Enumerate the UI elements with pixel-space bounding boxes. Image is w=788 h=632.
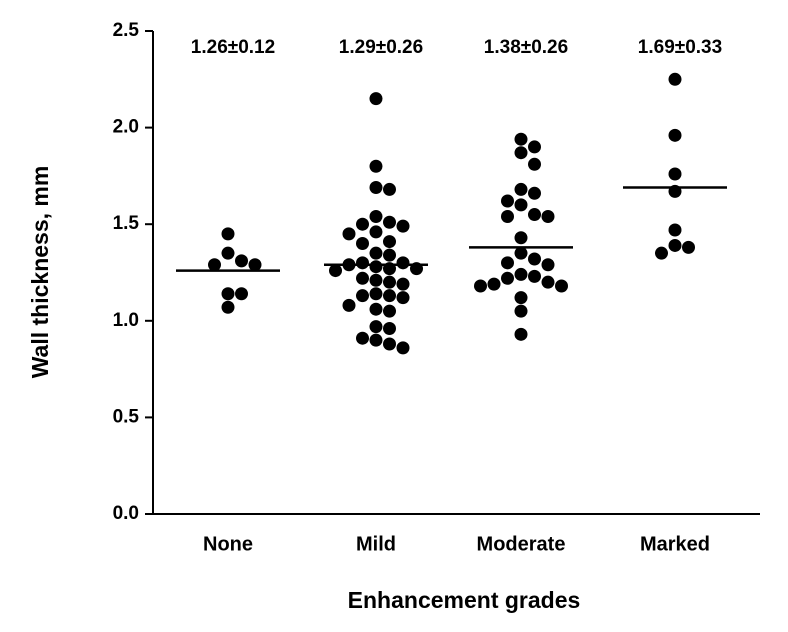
- dot: [541, 258, 555, 272]
- x-tick-label: Mild: [356, 533, 396, 555]
- dot: [369, 225, 383, 239]
- y-tick-label: 2.0: [113, 117, 139, 138]
- dot: [396, 291, 410, 305]
- dot: [356, 237, 369, 251]
- dot: [235, 287, 248, 301]
- dot: [501, 271, 514, 285]
- dot: [221, 246, 235, 260]
- dot: [668, 223, 682, 237]
- dot: [474, 279, 487, 293]
- dot: [383, 182, 396, 196]
- dot: [221, 227, 235, 241]
- dot: [514, 304, 528, 318]
- dot: [514, 267, 528, 281]
- dot: [528, 208, 541, 222]
- dot: [668, 128, 682, 142]
- dot: [383, 322, 396, 336]
- annotation: 1.69±0.33: [638, 37, 722, 58]
- dot: [356, 331, 369, 345]
- dot: [487, 277, 501, 291]
- dot: [383, 337, 396, 351]
- dot: [248, 258, 262, 272]
- dot: [514, 132, 528, 146]
- dot: [514, 182, 528, 196]
- dot: [369, 333, 383, 347]
- dot: [528, 252, 541, 266]
- y-axis-title: Wall thickness, mm: [27, 166, 53, 379]
- dot: [396, 256, 410, 270]
- dot: [356, 217, 369, 231]
- y-tick-label: 0.0: [113, 503, 139, 524]
- dot: [668, 167, 682, 181]
- dot: [356, 289, 369, 303]
- dot: [514, 291, 528, 305]
- dot: [369, 159, 383, 173]
- dot: [528, 269, 541, 283]
- y-tick-label: 2.5: [113, 20, 140, 41]
- dot: [541, 275, 555, 289]
- annotation: 1.26±0.12: [191, 37, 275, 58]
- dot: [356, 256, 369, 270]
- dot: [383, 275, 396, 289]
- dot: [682, 240, 695, 254]
- annotation: 1.38±0.26: [484, 37, 568, 58]
- dot: [369, 273, 383, 287]
- y-tick-label: 0.5: [113, 406, 140, 427]
- dot: [383, 289, 396, 303]
- annotation: 1.29±0.26: [339, 37, 423, 58]
- dot: [221, 300, 235, 314]
- dot: [668, 72, 682, 86]
- dot: [369, 320, 383, 334]
- dot: [383, 248, 396, 262]
- y-tick-label: 1.0: [113, 310, 139, 331]
- x-tick-label: Marked: [640, 533, 710, 555]
- dot: [369, 246, 383, 260]
- dot: [342, 227, 356, 241]
- dot: [528, 157, 541, 171]
- dot: [396, 341, 410, 355]
- dot: [342, 298, 356, 312]
- dot: [369, 92, 383, 106]
- dot: [501, 209, 514, 223]
- dot: [369, 302, 383, 316]
- dot: [655, 246, 668, 260]
- dot: [541, 209, 555, 223]
- dot: [369, 180, 383, 194]
- dot: [396, 219, 410, 233]
- dot: [514, 146, 528, 160]
- dot: [668, 238, 682, 252]
- dot: [528, 140, 541, 154]
- dot: [383, 304, 396, 318]
- dot: [396, 277, 410, 291]
- dot: [369, 209, 383, 223]
- dot: [329, 264, 342, 278]
- dot: [555, 279, 568, 293]
- dot: [501, 194, 514, 208]
- dot: [514, 198, 528, 212]
- dot: [501, 256, 514, 270]
- dot: [514, 231, 528, 245]
- y-tick-label: 1.5: [113, 213, 140, 234]
- dot: [235, 254, 248, 268]
- dot: [383, 235, 396, 249]
- dot: [383, 215, 396, 229]
- dot: [514, 327, 528, 341]
- x-axis-title: Enhancement grades: [348, 587, 581, 613]
- dot: [514, 246, 528, 260]
- dot: [369, 260, 383, 274]
- dot: [221, 287, 235, 301]
- dot: [528, 186, 541, 200]
- x-tick-label: Moderate: [477, 533, 566, 555]
- x-tick-label: None: [203, 533, 253, 555]
- dot: [208, 258, 221, 272]
- dot: [369, 287, 383, 301]
- dot: [356, 271, 369, 285]
